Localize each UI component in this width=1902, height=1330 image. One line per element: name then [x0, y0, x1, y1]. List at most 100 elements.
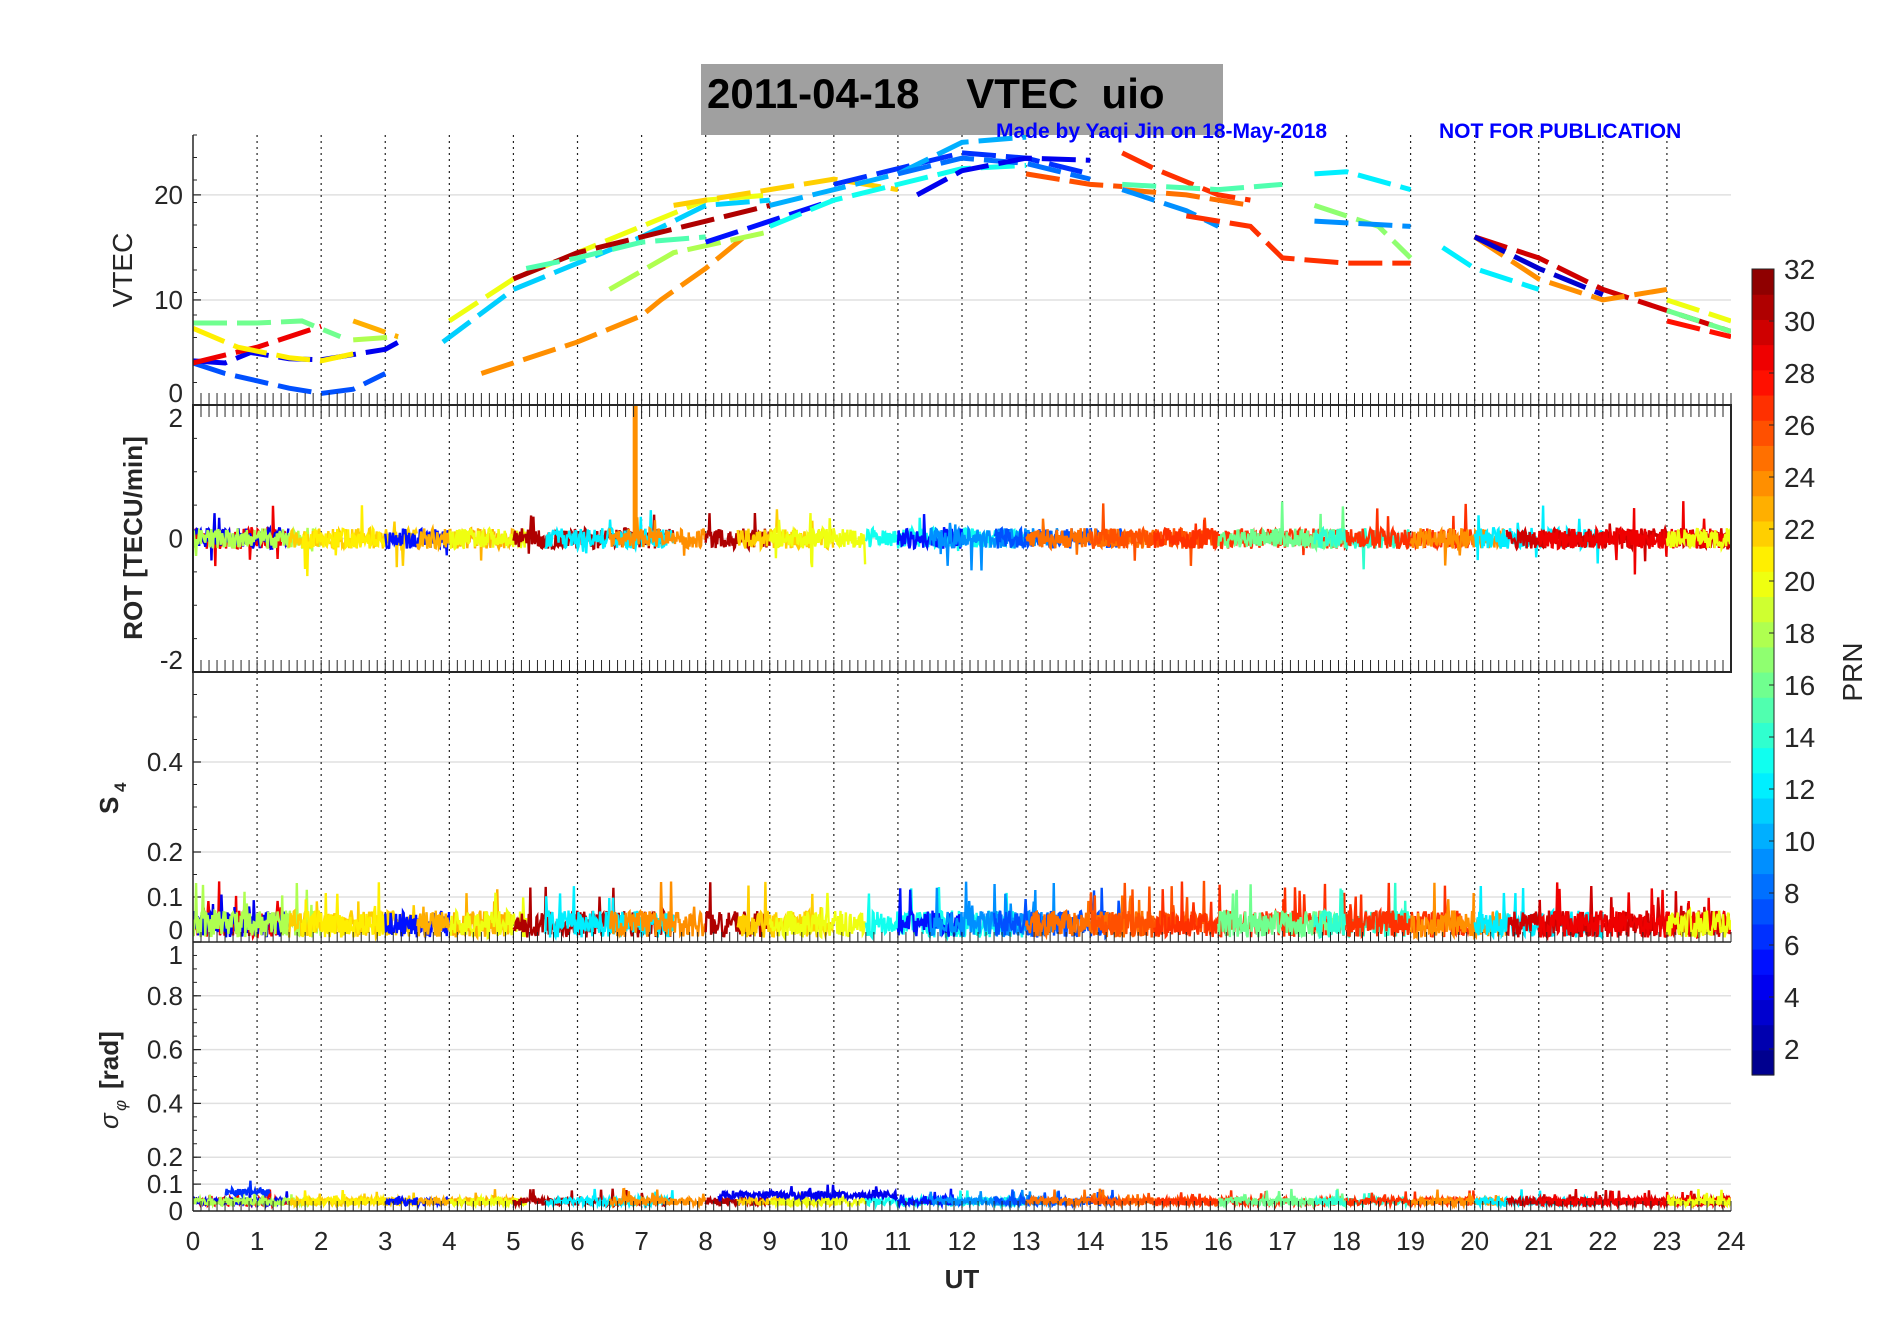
colorbar-tick-label: 26: [1784, 410, 1815, 441]
rot-y-tick-label: 0: [169, 524, 183, 554]
colorbar-band: [1752, 394, 1774, 421]
colorbar-band: [1752, 294, 1774, 320]
colorbar-frame: [1751, 268, 1775, 1076]
x-tick-label: 3: [378, 1226, 392, 1256]
vtec-trace-prn-29: [193, 323, 322, 366]
vtec-trace-prn-7: [193, 360, 387, 396]
colorbar-band: [1752, 470, 1774, 497]
vtec-trace-prn-16: [193, 318, 342, 340]
s4-panel: 00.1 0.2 0.4: [147, 671, 1732, 945]
sigma-y-tick-label: 0.2: [147, 1142, 183, 1172]
vtec-y-tick-label: 0: [169, 378, 183, 408]
colorbar-band: [1752, 747, 1774, 774]
disclaimer-text: NOT FOR PUBLICATION: [1439, 120, 1681, 143]
colorbar-band: [1752, 1024, 1774, 1051]
s4-trace-prn-24: [609, 881, 707, 940]
rot-ylabel: ROT [TECU/min]: [118, 436, 148, 640]
s4-ylabel-main: S: [94, 797, 124, 814]
vtec-trace-prn-18: [608, 229, 771, 292]
s4-trace-prn-26: [1088, 880, 1219, 938]
colorbar-band: [1752, 974, 1774, 1001]
title-box: [701, 64, 1223, 135]
vtec-ylabel: VTEC: [107, 233, 138, 308]
x-tick-label: 12: [948, 1226, 977, 1256]
figure-title: 2011-04-18 VTEC uio: [707, 70, 1165, 117]
colorbar-band: [1752, 646, 1774, 673]
x-tick-label: 16: [1204, 1226, 1233, 1256]
sigma-y-tick-label: 0.8: [147, 981, 183, 1011]
sigma-ylabel-main: σ: [94, 1112, 124, 1129]
colorbar-band: [1752, 949, 1774, 975]
colorbar-band: [1752, 495, 1774, 522]
sigma-y-tick-label: 0.1: [147, 1169, 183, 1199]
vtec-trace-prn-20: [1666, 297, 1731, 324]
vtec-trace-prn-16: [1666, 308, 1731, 334]
rot-trace-prn-20: [768, 513, 867, 568]
colorbar-tick-label: 6: [1784, 930, 1800, 961]
x-axis-label: UT: [945, 1264, 980, 1294]
vtec-trace-prn-15: [1122, 181, 1283, 193]
colorbar-label: PRN: [1837, 642, 1868, 701]
vtec-trace-prn-21: [193, 326, 361, 364]
vtec-trace-prn-25: [1122, 187, 1251, 208]
vtec-y-tick-label: 20: [154, 180, 183, 210]
colorbar-tick-label: 2: [1784, 1034, 1800, 1065]
colorbar-band: [1752, 369, 1774, 396]
colorbar-band: [1752, 722, 1774, 749]
s4-y-tick-label: 0: [169, 915, 183, 945]
colorbar-band: [1752, 999, 1774, 1026]
s4-trace-prn-20: [768, 892, 867, 942]
vtec-y-tick-label: 10: [154, 285, 183, 315]
vtec-trace-prn-27: [1185, 213, 1411, 266]
colorbar-tick-label: 28: [1784, 358, 1815, 389]
s4-trace-prn-21: [300, 882, 387, 938]
colorbar-tick-label: 20: [1784, 566, 1815, 597]
x-tick-label: 6: [570, 1226, 584, 1256]
vtec-trace-prn-24: [1473, 234, 1668, 303]
vtec-trace-prn-18: [353, 334, 399, 343]
colorbar-tick-label: 12: [1784, 774, 1815, 805]
colorbar-band: [1752, 672, 1774, 698]
vtec-data: [193, 135, 1731, 396]
colorbar-band: [1752, 546, 1774, 572]
vtec-trace-prn-8: [897, 155, 1091, 182]
colorbar-tick-label: 30: [1784, 306, 1815, 337]
s4-trace-prn-20: [1665, 906, 1731, 939]
sigma-ylabel-sub: φ: [111, 1100, 130, 1111]
x-tick-label: 24: [1717, 1226, 1746, 1256]
vtec-panel: 0 10 20: [154, 134, 1731, 408]
x-tick-label: 9: [763, 1226, 777, 1256]
vtec-trace-prn-4: [915, 155, 1091, 198]
vtec-trace-prn-9: [1314, 218, 1411, 229]
colorbar-band: [1752, 1049, 1774, 1076]
x-tick-label: 8: [698, 1226, 712, 1256]
vtec-trace-prn-20: [447, 192, 770, 324]
s4-ylabel-sub: 4: [111, 782, 130, 792]
colorbar-band: [1752, 823, 1774, 849]
vtec-trace-prn-22: [673, 176, 899, 208]
colorbar-band: [1752, 873, 1774, 900]
rot-data: [193, 405, 1731, 577]
x-tick-label: 17: [1268, 1226, 1297, 1256]
rot-trace-prn-20: [448, 526, 528, 551]
x-tick-label: 23: [1652, 1226, 1681, 1256]
colorbar-tick-label: 24: [1784, 462, 1815, 493]
colorbar-band: [1752, 596, 1774, 623]
sigma-trace-prn-4: [717, 1184, 899, 1203]
colorbar-band: [1752, 772, 1774, 799]
x-tick-label: 10: [819, 1226, 848, 1256]
sigma-y-tick-label: 0: [169, 1196, 183, 1226]
x-tick-label: 2: [314, 1226, 328, 1256]
sigma-ylabel-unit: [rad]: [94, 1031, 124, 1089]
vtec-trace-prn-12: [1314, 169, 1412, 193]
x-tick-label: 7: [634, 1226, 648, 1256]
colorbar-tick-label: 4: [1784, 982, 1800, 1013]
colorbar-tick-label: 32: [1784, 254, 1815, 285]
vtec-trace-prn-12: [1441, 245, 1540, 292]
s4-y-tick-label: 0.2: [147, 837, 183, 867]
sigma-trace-prn-21: [300, 1189, 387, 1210]
colorbar-band: [1752, 420, 1774, 446]
